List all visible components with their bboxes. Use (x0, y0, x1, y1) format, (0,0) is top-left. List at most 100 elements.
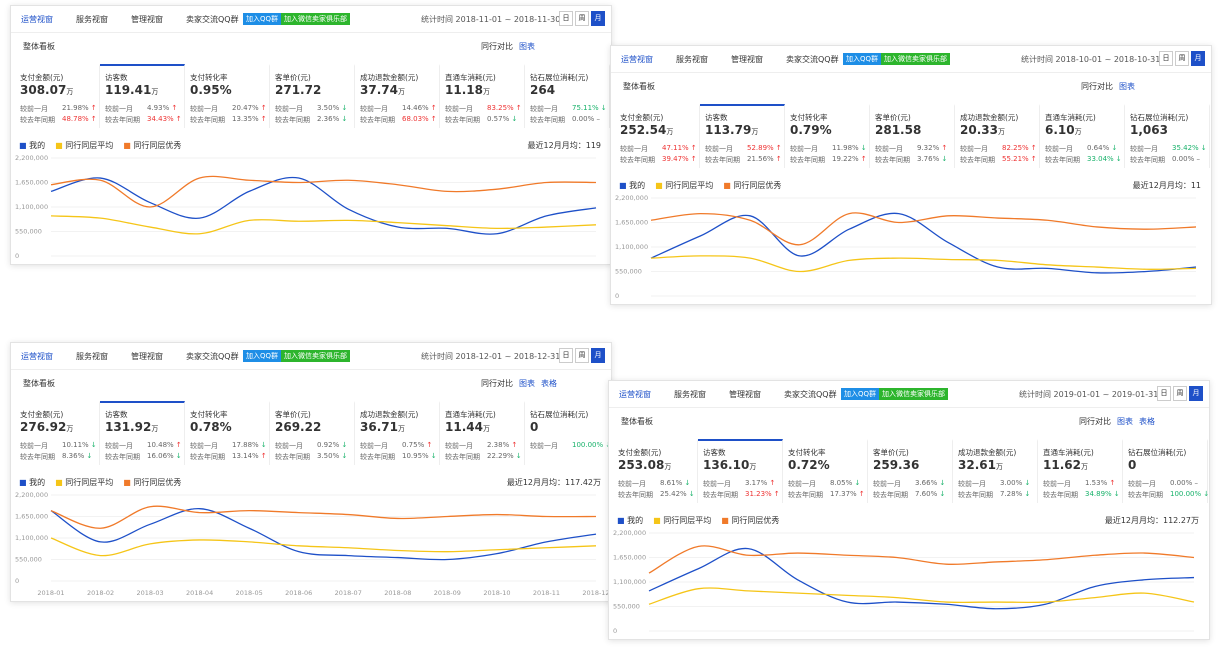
compare-label: 较去年同期 (618, 491, 653, 499)
period-unit-button[interactable]: 月 (1191, 51, 1205, 66)
series-line (650, 212, 1197, 274)
nav-tab[interactable]: 管理视窗 (731, 55, 763, 64)
nav-tab[interactable]: 管理视窗 (131, 352, 163, 361)
compare-label[interactable]: 同行对比 (1079, 417, 1111, 426)
kpi-card[interactable]: 钻石展位消耗(元) 1,063 较前一月 35.42% ↓ 较去年同期 0.00% – (1125, 104, 1210, 168)
wechat-join-button[interactable]: 加入微信卖家俱乐部 (281, 13, 350, 25)
qq-join-button[interactable]: 加入QQ群 (243, 350, 282, 362)
nav-tab[interactable]: 运营视窗 (21, 352, 53, 361)
kpi-card[interactable]: 直通车消耗(元) 11.62万 较前一月 1.53% ↑ 较去年同期 34.89% ↓ (1038, 439, 1123, 503)
legend-item[interactable]: ■ 同行同层优秀 (723, 181, 781, 190)
period-unit-button[interactable]: 月 (591, 11, 605, 26)
kpi-compare: 较前一月 0.92% ↓ (275, 441, 355, 451)
nav-tab[interactable]: 服务视窗 (76, 352, 108, 361)
view-toggle[interactable]: 图表 (1117, 417, 1133, 426)
kpi-card[interactable]: 客单价(元) 271.72 较前一月 3.50% ↓ 较去年同期 2.36% ↓ (270, 64, 355, 128)
view-toggle[interactable]: 表格 (1139, 417, 1155, 426)
nav-tab[interactable]: 运营视窗 (621, 55, 653, 64)
monthly-average: 最近12月月均：117.42万 (506, 478, 601, 487)
legend-item[interactable]: ■ 我的 (19, 141, 45, 150)
wechat-join-button[interactable]: 加入微信卖家俱乐部 (879, 388, 948, 400)
kpi-compare: 较前一月 0.75% ↑ (360, 441, 440, 451)
legend-item[interactable]: ■ 同行同层平均 (55, 141, 113, 150)
kpi-card[interactable]: 访客数 136.10万 较前一月 3.17% ↑ 较去年同期 31.23% ↑ (698, 439, 783, 503)
legend-item[interactable]: ■ 同行同层平均 (55, 478, 113, 487)
period-unit-button[interactable]: 月 (1189, 386, 1203, 401)
period-unit-button[interactable]: 日 (559, 348, 573, 363)
kpi-compare: 较去年同期 13.35% ↑ (190, 115, 270, 125)
legend-item[interactable]: ■ 我的 (617, 516, 643, 525)
nav-tab[interactable]: 运营视窗 (21, 15, 53, 24)
legend-item[interactable]: ■ 同行同层优秀 (123, 478, 181, 487)
nav-tab[interactable]: 管理视窗 (131, 15, 163, 24)
kpi-card[interactable]: 访客数 113.79万 较前一月 52.89% ↑ 较去年同期 21.56% ↑ (700, 104, 785, 168)
kpi-card[interactable]: 访客数 131.92万 较前一月 10.48% ↑ 较去年同期 16.06% ↓ (100, 401, 185, 465)
kpi-card[interactable]: 支付转化率 0.78% 较前一月 17.88% ↓ 较去年同期 13.14% ↑ (185, 401, 270, 465)
qq-join-button[interactable]: 加入QQ群 (843, 53, 882, 65)
compare-label[interactable]: 同行对比 (1081, 82, 1113, 91)
legend-item[interactable]: ■ 同行同层优秀 (721, 516, 779, 525)
nav-tab[interactable]: 服务视窗 (76, 15, 108, 24)
kpi-card[interactable]: 成功退款金额(元) 36.71万 较前一月 0.75% ↑ 较去年同期 10.95% ↓ (355, 401, 440, 465)
period-unit-button[interactable]: 日 (559, 11, 573, 26)
kpi-card[interactable]: 支付转化率 0.72% 较前一月 8.05% ↓ 较去年同期 17.37% ↑ (783, 439, 868, 503)
kpi-card[interactable]: 支付金额(元) 308.07万 较前一月 21.98% ↑ 较去年同期 48.78% ↑ (15, 64, 100, 128)
view-toggle[interactable]: 图表 (519, 379, 535, 388)
period-unit-button[interactable]: 周 (575, 348, 589, 363)
qq-join-button[interactable]: 加入QQ群 (841, 388, 880, 400)
trend-arrow: ↓ (428, 452, 437, 460)
kpi-label: 成功退款金额(元) (958, 448, 1017, 457)
kpi-card[interactable]: 支付金额(元) 252.54万 较前一月 47.11% ↑ 较去年同期 39.47% ↑ (615, 104, 700, 168)
y-tick-label: 2,200,000 (15, 491, 48, 499)
kpi-card[interactable]: 钻石展位消耗(元)0 较前一月 100.00% ↓ (525, 401, 611, 465)
view-toggle[interactable]: 图表 (1119, 82, 1135, 91)
kpi-card[interactable]: 客单价(元) 259.36 较前一月 3.66% ↓ 较去年同期 7.60% ↓ (868, 439, 953, 503)
period-unit-button[interactable]: 日 (1159, 51, 1173, 66)
y-tick-label: 1,650,000 (613, 554, 646, 562)
legend-item[interactable]: ■ 我的 (19, 478, 45, 487)
period-unit-button[interactable]: 周 (575, 11, 589, 26)
kpi-card[interactable]: 支付转化率 0.95% 较前一月 20.47% ↑ 较去年同期 13.35% ↑ (185, 64, 270, 128)
series-line (50, 537, 597, 557)
kpi-card[interactable]: 直通车消耗(元) 11.18万 较前一月 83.25% ↑ 较去年同期 0.57% ↓ (440, 64, 525, 128)
view-toggle[interactable]: 图表 (519, 42, 535, 51)
kpi-compare: 较前一月 47.11% ↑ (620, 144, 700, 154)
kpi-compare: 较前一月 10.11% ↓ (20, 441, 100, 451)
qq-join-button[interactable]: 加入QQ群 (243, 13, 282, 25)
wechat-join-button[interactable]: 加入微信卖家俱乐部 (881, 53, 950, 65)
kpi-value: 11.62万 (1043, 458, 1088, 472)
kpi-card[interactable]: 成功退款金额(元) 32.61万 较前一月 3.00% ↓ 较去年同期 7.28% ↓ (953, 439, 1038, 503)
kpi-card[interactable]: 成功退款金额(元) 37.74万 较前一月 14.46% ↑ 较去年同期 68.03% ↑ (355, 64, 440, 128)
trend-arrow: ↓ (339, 441, 348, 449)
nav-tab[interactable]: 运营视窗 (619, 390, 651, 399)
view-toggle[interactable]: 表格 (541, 379, 557, 388)
period-unit-button[interactable]: 周 (1175, 51, 1189, 66)
compare-label[interactable]: 同行对比 (481, 379, 513, 388)
series-line (50, 508, 597, 561)
kpi-card[interactable]: 支付转化率 0.79% 较前一月 11.98% ↓ 较去年同期 19.22% ↑ (785, 104, 870, 168)
kpi-card[interactable]: 访客数 119.41万 较前一月 4.93% ↑ 较去年同期 34.43% ↑ (100, 64, 185, 128)
period-unit-button[interactable]: 月 (591, 348, 605, 363)
kpi-card[interactable]: 直通车消耗(元) 6.10万 较前一月 0.64% ↓ 较去年同期 33.04% ↓ (1040, 104, 1125, 168)
legend-item[interactable]: ■ 同行同层平均 (653, 516, 711, 525)
kpi-card[interactable]: 钻石展位消耗(元) 264 较前一月 75.11% ↓ 较去年同期 0.00% – (525, 64, 610, 128)
kpi-card[interactable]: 客单价(元) 269.22 较前一月 0.92% ↓ 较去年同期 3.50% ↓ (270, 401, 355, 465)
kpi-card[interactable]: 支付金额(元) 253.08万 较前一月 8.61% ↓ 较去年同期 25.42% ↓ (613, 439, 698, 503)
legend-item[interactable]: ■ 同行同层优秀 (123, 141, 181, 150)
kpi-card[interactable]: 直通车消耗(元) 11.44万 较前一月 2.38% ↑ 较去年同期 22.29% ↓ (440, 401, 525, 465)
nav-tab[interactable]: 管理视窗 (729, 390, 761, 399)
nav-tab[interactable]: 服务视窗 (674, 390, 706, 399)
kpi-card[interactable]: 成功退款金额(元) 20.33万 较前一月 82.25% ↑ 较去年同期 55.21% ↑ (955, 104, 1040, 168)
kpi-card[interactable]: 支付金额(元) 276.92万 较前一月 10.11% ↓ 较去年同期 8.36% ↓ (15, 401, 100, 465)
kpi-compare: 较前一月 52.89% ↑ (705, 144, 785, 154)
period-unit-button[interactable]: 日 (1157, 386, 1171, 401)
legend-item[interactable]: ■ 我的 (619, 181, 645, 190)
nav-tab[interactable]: 服务视窗 (676, 55, 708, 64)
compare-label[interactable]: 同行对比 (481, 42, 513, 51)
legend-label: 我的 (29, 141, 46, 150)
legend-item[interactable]: ■ 同行同层平均 (655, 181, 713, 190)
kpi-card[interactable]: 客单价(元) 281.58 较前一月 9.32% ↑ 较去年同期 3.76% ↓ (870, 104, 955, 168)
period-unit-button[interactable]: 周 (1173, 386, 1187, 401)
wechat-join-button[interactable]: 加入微信卖家俱乐部 (281, 350, 350, 362)
kpi-card[interactable]: 钻石展位消耗(元) 0 较前一月 0.00% – 较去年同期 100.00% ↓ (1123, 439, 1209, 503)
